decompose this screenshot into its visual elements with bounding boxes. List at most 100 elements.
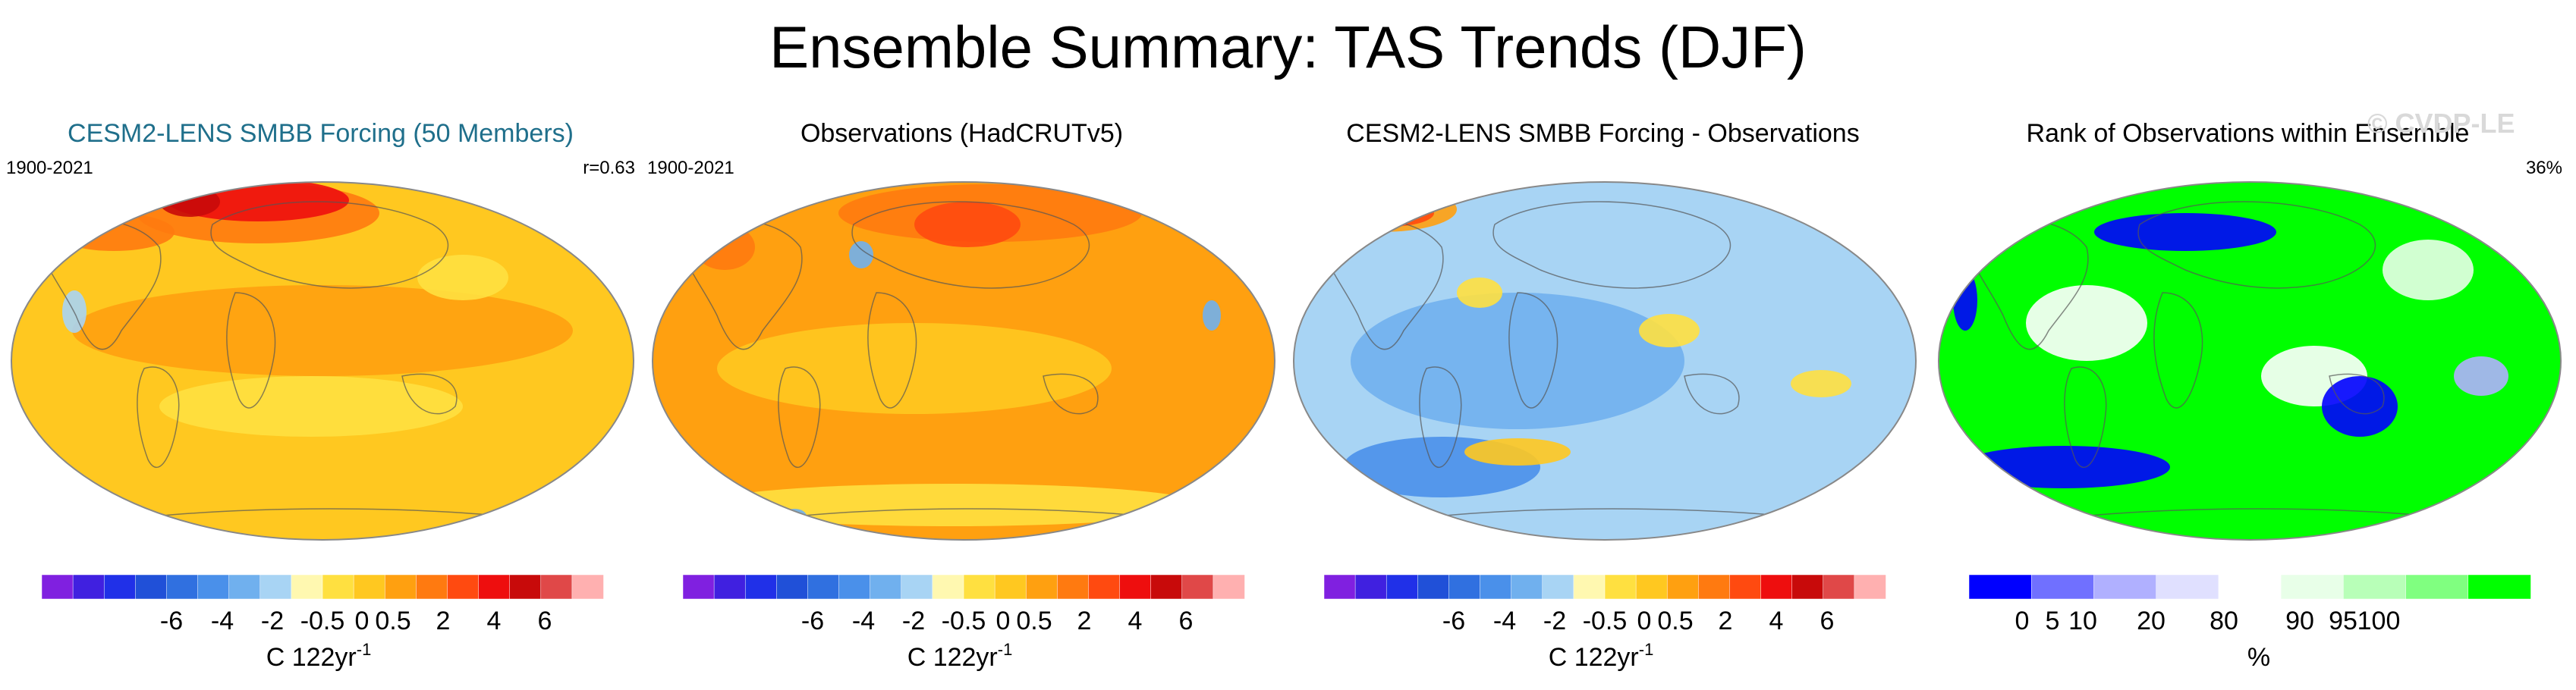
colorbar-swatch xyxy=(384,574,417,600)
coastline-outline xyxy=(1043,373,1099,415)
colorbar-swatch xyxy=(447,574,480,600)
colorbar-swatch xyxy=(228,574,261,600)
colorbar-swatch xyxy=(1119,574,1152,600)
central-asia-max xyxy=(914,202,1021,247)
map-difference xyxy=(1293,181,1917,541)
coastline-outline xyxy=(851,201,1090,289)
edge-low-rank xyxy=(2454,356,2508,396)
mid-rank-pacific xyxy=(2026,285,2147,361)
colorbar-swatch xyxy=(1417,574,1450,600)
colorbar-swatch xyxy=(2405,574,2469,600)
colorbar-swatch xyxy=(1354,574,1387,600)
period-label: 1900-2021 xyxy=(647,158,734,178)
colorbar-swatch xyxy=(2280,574,2345,600)
map-border xyxy=(652,181,1275,541)
colorbar-swatch xyxy=(807,574,840,600)
southern-positive xyxy=(1464,438,1571,466)
map-fill xyxy=(11,182,634,540)
coastline-outline xyxy=(401,373,458,415)
colorbar-swatch xyxy=(932,574,964,600)
colorbar-swatch xyxy=(1542,574,1574,600)
south-atlantic-cooling xyxy=(1203,300,1221,331)
colorbar-swatch xyxy=(416,574,448,600)
colorbar-swatch xyxy=(1057,574,1090,600)
colorbar-swatch xyxy=(291,574,323,600)
main-title: Ensemble Summary: TAS Trends (DJF) xyxy=(769,14,1807,80)
colorbar-tick-label: 5 xyxy=(2046,607,2060,635)
colorbar-swatch xyxy=(744,574,778,600)
panel-observations: Observations (HadCRUTv5) 1900-2021 -6 -4-… xyxy=(641,114,1282,690)
map-observations xyxy=(652,181,1275,541)
colorbar-swatch xyxy=(1698,574,1731,600)
colorbar-swatch xyxy=(1760,574,1793,600)
colorbar-tick-label: 0 xyxy=(1637,607,1652,635)
colorbar-swatch xyxy=(870,574,902,600)
warm-band xyxy=(72,285,573,376)
colorbar-swatch xyxy=(1854,574,1886,600)
colorbar-tick-label: 0 xyxy=(2015,607,2030,635)
colorbar-swatch xyxy=(1968,574,2032,600)
pacific-positive xyxy=(1639,314,1700,347)
panel-title: CESM2-LENS SMBB Forcing (50 Members) xyxy=(68,119,574,148)
colorbar-swatch xyxy=(259,574,292,600)
colorbar-swatch xyxy=(571,574,604,600)
north-america-warming xyxy=(53,213,175,251)
colorbar-swatch xyxy=(197,574,230,600)
colorbar-tick-label: 10 xyxy=(2068,607,2097,635)
colorbar-tick-label: -0.5 xyxy=(1583,607,1628,635)
colorbar-tick-label: 80 xyxy=(2210,607,2238,635)
watermark: © CVDP-LE xyxy=(2367,108,2515,139)
colorbar-swatch xyxy=(1213,574,1245,600)
colorbar-tick-label: 20 xyxy=(2137,607,2166,635)
atlantic-positive xyxy=(1791,370,1851,397)
colorbar-swatch xyxy=(1088,574,1121,600)
colorbar-swatch xyxy=(2030,574,2095,600)
colorbar-swatch xyxy=(1823,574,1855,600)
map-border xyxy=(11,181,634,541)
colorbar-swatch xyxy=(713,574,746,600)
coastline-outline xyxy=(1419,366,1462,469)
colorbar-swatch xyxy=(166,574,199,600)
pacific-band xyxy=(417,255,508,300)
colorbar-label: C 122yr-1 xyxy=(266,640,372,672)
map-border xyxy=(1938,181,2562,541)
colorbar-swatch xyxy=(540,574,573,600)
colorbar-tick-label: -6 xyxy=(801,607,824,635)
panel-difference: CESM2-LENS SMBB Forcing - Observations -… xyxy=(1282,114,1923,690)
colorbar-tick-label: 6 xyxy=(1820,607,1835,635)
ocean-negative xyxy=(1351,293,1684,429)
colorbar-swatch xyxy=(1573,574,1606,600)
colorbar-swatch xyxy=(1480,574,1512,600)
colorbar-tick-label: 2 xyxy=(1719,607,1733,635)
percent-label: 36% xyxy=(2525,158,2562,178)
colorbar-model: -6 -4 -2 -0.5 0 0.5 2 4 6 C 122yr-1 xyxy=(41,574,604,672)
correlation-label: r=0.63 xyxy=(583,158,635,178)
colorbar-swatch xyxy=(2093,574,2157,600)
map-fill xyxy=(1294,182,1916,540)
antarctic-low-rank xyxy=(1958,446,2170,488)
arctic-low-rank xyxy=(2094,213,2276,251)
ocean-low-rank xyxy=(2322,376,2398,437)
coastline-outline xyxy=(2137,201,2376,289)
colorbar-label: C 122yr-1 xyxy=(1549,640,1654,672)
colorbar-tick-label: -4 xyxy=(1493,607,1516,635)
colorbar-tick-label: -4 xyxy=(211,607,234,635)
colorbar-tick-label: 2 xyxy=(436,607,451,635)
colorbar-label: % xyxy=(2247,643,2270,672)
panel-title: Rank of Observations within Ensemble xyxy=(2026,119,2470,148)
colorbar-swatch xyxy=(103,574,137,600)
colorbar-swatch xyxy=(2218,574,2282,600)
coastline-outline xyxy=(2064,366,2107,469)
colorbar-swatch xyxy=(2156,574,2219,600)
colorbar-tick-label: 0.5 xyxy=(1016,607,1052,635)
colorbar-swatch xyxy=(1729,574,1762,600)
southern-band xyxy=(159,376,463,437)
colorbar-swatch xyxy=(1448,574,1481,600)
colorbar-tick-label: -0.5 xyxy=(942,607,986,635)
coastline-outline xyxy=(1508,292,1558,409)
colorbar-swatch xyxy=(322,574,354,600)
colorbar-swatch xyxy=(2343,574,2407,600)
colorbar-tick-label: 4 xyxy=(1769,607,1784,635)
colorbar-swatch xyxy=(135,574,168,600)
colorbar-swatch xyxy=(1181,574,1214,600)
